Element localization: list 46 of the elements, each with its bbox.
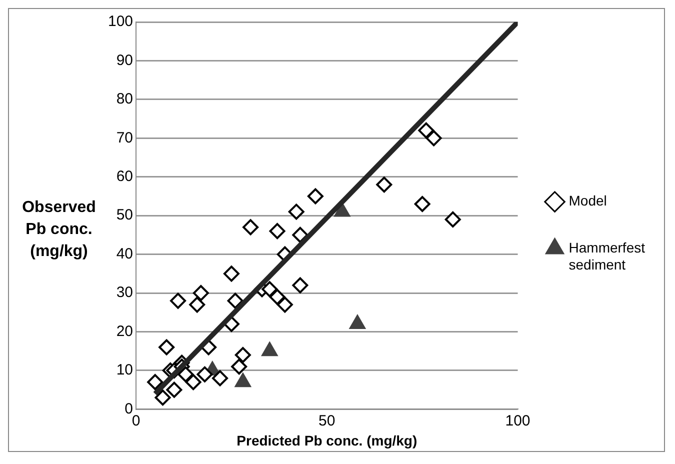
point [269,223,286,240]
point [444,211,461,228]
point [426,130,442,146]
point [178,366,194,382]
y-tick-label: 60 [116,168,134,186]
point [231,358,248,375]
y-tick-label: 30 [116,284,134,302]
y-tick-label: 20 [116,322,134,340]
point [376,176,392,193]
point [170,292,186,309]
point [166,382,182,398]
point [234,346,251,363]
point [292,226,308,243]
point [269,288,286,305]
y-tick-label: 50 [116,206,134,224]
point [185,374,202,390]
y-tick-label: 90 [116,52,134,69]
point [414,196,430,212]
point [147,374,164,390]
point [192,285,209,302]
point [292,277,308,294]
x-axis-title: Predicted Pb conc. (mg/kg) [236,432,418,448]
point [227,292,244,309]
y-tick-label: 100 [108,13,134,30]
legend-label: Hammerfest sediment [568,239,646,272]
point [276,296,293,313]
point [262,281,278,298]
legend-label: Model [568,192,607,209]
point [223,266,240,282]
point [307,188,324,204]
point [154,390,171,406]
point [288,204,304,220]
x-tick-label: 100 [505,412,530,430]
y-tick-label: 10 [116,362,134,379]
point [189,296,206,313]
y-axis-title: Observed Pb conc. (mg/kg) [21,198,97,262]
point [242,219,259,236]
point [212,370,228,386]
point [158,339,175,356]
x-tick-label: 50 [318,412,336,430]
y-tick-label: 80 [116,90,134,108]
point [418,122,434,138]
y-tick-label: 0 [124,400,134,418]
y-tick-label: 70 [116,129,134,146]
y-tick-label: 40 [116,245,134,262]
point [196,366,213,382]
